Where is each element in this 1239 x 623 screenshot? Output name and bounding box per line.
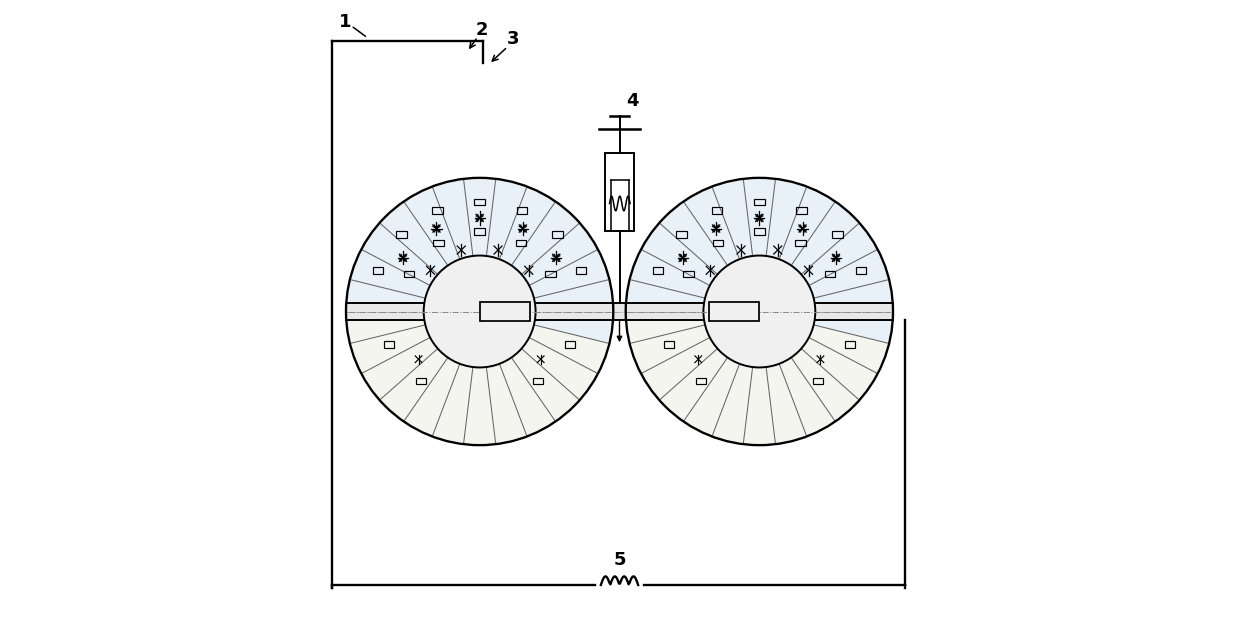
Bar — [533, 378, 543, 384]
Circle shape — [424, 255, 535, 368]
Bar — [795, 240, 805, 246]
Wedge shape — [404, 358, 460, 435]
Bar — [676, 231, 686, 237]
Wedge shape — [660, 349, 727, 421]
Bar — [384, 341, 394, 348]
Wedge shape — [487, 364, 527, 443]
Wedge shape — [534, 280, 612, 312]
Wedge shape — [627, 312, 705, 343]
Wedge shape — [809, 325, 888, 373]
Bar — [565, 341, 575, 348]
Wedge shape — [814, 312, 892, 343]
Bar — [373, 267, 383, 273]
Bar — [755, 199, 764, 205]
Circle shape — [626, 178, 893, 445]
Wedge shape — [814, 280, 892, 312]
Wedge shape — [512, 202, 579, 274]
Bar — [712, 240, 724, 246]
Wedge shape — [463, 367, 496, 444]
Bar — [434, 240, 444, 246]
Wedge shape — [522, 224, 597, 285]
Wedge shape — [347, 280, 425, 312]
Bar — [684, 270, 694, 277]
Bar — [696, 378, 706, 384]
Wedge shape — [660, 202, 727, 274]
Wedge shape — [363, 338, 437, 399]
Bar — [825, 270, 835, 277]
Circle shape — [704, 255, 815, 368]
Wedge shape — [351, 325, 430, 373]
Bar — [845, 341, 855, 348]
Bar — [396, 231, 406, 237]
Text: 3: 3 — [507, 30, 519, 48]
Bar — [346, 303, 893, 320]
Wedge shape — [347, 312, 425, 343]
Wedge shape — [809, 250, 888, 298]
Wedge shape — [766, 364, 807, 443]
Wedge shape — [792, 202, 859, 274]
Wedge shape — [529, 325, 608, 373]
Wedge shape — [766, 180, 807, 259]
Wedge shape — [534, 312, 612, 343]
Bar — [553, 231, 563, 237]
Wedge shape — [631, 325, 710, 373]
Text: 2: 2 — [476, 21, 488, 39]
Wedge shape — [642, 338, 717, 399]
Bar — [797, 207, 807, 214]
Wedge shape — [380, 349, 447, 421]
Wedge shape — [487, 180, 527, 259]
Wedge shape — [380, 202, 447, 274]
Wedge shape — [802, 338, 876, 399]
Wedge shape — [512, 349, 579, 421]
Bar — [432, 207, 442, 214]
Bar — [833, 231, 843, 237]
Wedge shape — [684, 358, 740, 435]
Wedge shape — [802, 224, 876, 285]
Bar — [712, 207, 722, 214]
Wedge shape — [363, 224, 437, 285]
Bar — [479, 302, 530, 321]
Wedge shape — [712, 364, 752, 443]
Wedge shape — [627, 280, 705, 312]
Wedge shape — [404, 188, 460, 265]
Bar — [475, 199, 484, 205]
Bar — [813, 378, 823, 384]
Bar — [664, 341, 674, 348]
Bar — [517, 207, 527, 214]
Wedge shape — [792, 349, 859, 421]
Bar — [475, 228, 484, 234]
Wedge shape — [499, 358, 555, 435]
Wedge shape — [351, 250, 430, 298]
Wedge shape — [631, 250, 710, 298]
Wedge shape — [499, 188, 555, 265]
Text: 1: 1 — [338, 13, 351, 31]
Bar — [576, 267, 586, 273]
Bar — [653, 267, 663, 273]
Wedge shape — [684, 188, 740, 265]
Bar — [404, 270, 414, 277]
Bar — [515, 240, 527, 246]
Text: 4: 4 — [626, 92, 638, 110]
Wedge shape — [743, 367, 776, 444]
Wedge shape — [529, 250, 608, 298]
Bar — [605, 153, 634, 231]
Text: 5: 5 — [613, 551, 626, 569]
Wedge shape — [779, 188, 835, 265]
Circle shape — [346, 178, 613, 445]
Bar — [545, 270, 555, 277]
Bar — [416, 378, 426, 384]
Wedge shape — [712, 180, 752, 259]
Wedge shape — [779, 358, 835, 435]
Wedge shape — [522, 338, 597, 399]
Wedge shape — [463, 179, 496, 256]
Bar — [755, 228, 764, 234]
Bar — [856, 267, 866, 273]
Bar — [709, 302, 760, 321]
Wedge shape — [642, 224, 717, 285]
Wedge shape — [432, 364, 473, 443]
Wedge shape — [432, 180, 473, 259]
Wedge shape — [743, 179, 776, 256]
